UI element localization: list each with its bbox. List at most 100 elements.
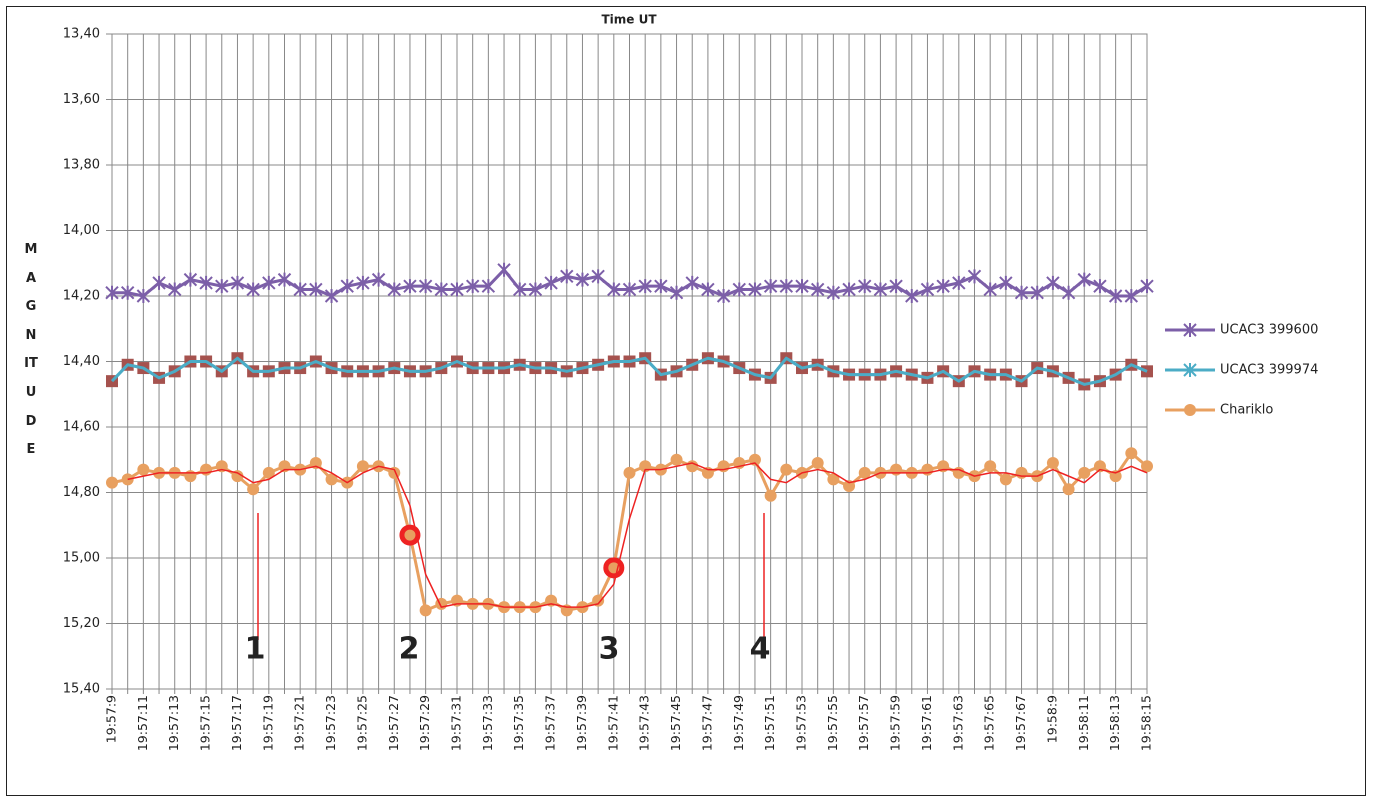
marker (748, 282, 762, 297)
marker (952, 275, 966, 290)
marker (513, 282, 527, 297)
legend-marker (1184, 404, 1196, 416)
x-tick-label: 19:57:31 (449, 695, 464, 751)
marker (481, 279, 496, 294)
marker (278, 460, 291, 473)
marker (403, 529, 416, 542)
marker (434, 282, 449, 297)
y-tick-label: 14,80 (63, 485, 100, 500)
marker (1109, 470, 1122, 483)
marker (293, 282, 307, 297)
legend-marker (1183, 323, 1197, 337)
x-tick-label: 19:57:63 (950, 695, 965, 751)
x-tick-label: 19:57:57 (856, 695, 871, 751)
marker (247, 483, 260, 496)
annotation: 2 (399, 632, 420, 667)
chart-frame (6, 6, 1366, 796)
marker (325, 473, 338, 486)
marker (1093, 460, 1106, 473)
y-tick-label: 14,40 (63, 354, 100, 369)
marker (873, 282, 888, 297)
marker (858, 466, 871, 479)
x-tick-label: 19:57:25 (354, 695, 369, 751)
marker (497, 262, 511, 277)
marker (795, 279, 809, 294)
series-line (110, 356, 1148, 386)
marker (843, 479, 856, 492)
series (127, 462, 1148, 608)
x-tick-label: 19:58:11 (1076, 695, 1091, 751)
marker (1141, 460, 1153, 473)
x-tick-label: 19:57:43 (637, 695, 652, 751)
marker (1030, 285, 1044, 300)
x-tick-label: 19:58:9 (1044, 695, 1059, 743)
marker (685, 275, 699, 290)
marker (1015, 466, 1028, 479)
marker (183, 272, 198, 287)
marker (575, 272, 590, 287)
marker (403, 279, 417, 294)
annotation: 3 (599, 632, 620, 667)
marker (716, 289, 731, 303)
marker (309, 282, 323, 297)
marker (1046, 275, 1060, 290)
trend-line (127, 462, 1148, 608)
marker (686, 460, 699, 473)
x-tick-label: 19:57:13 (166, 695, 181, 751)
x-tick-label: 19:57:51 (762, 695, 777, 751)
series (105, 262, 1154, 303)
marker (277, 272, 292, 287)
marker (890, 463, 903, 476)
x-tick-label: 19:57:53 (794, 695, 809, 751)
x-tick-label: 19:57:45 (668, 695, 683, 751)
marker (592, 594, 605, 607)
marker (811, 457, 824, 470)
marker (1093, 279, 1107, 294)
marker (419, 604, 432, 617)
legend-label: Chariklo (1220, 403, 1273, 418)
marker (748, 453, 761, 466)
marker (921, 463, 934, 476)
y-tick-label: 15,00 (63, 551, 100, 566)
marker (826, 285, 841, 300)
marker (262, 275, 276, 290)
x-tick-label: 19:57:61 (919, 695, 934, 751)
marker (1125, 447, 1138, 460)
marker (732, 282, 746, 297)
marker (230, 275, 245, 290)
marker (1046, 457, 1059, 470)
marker (623, 466, 636, 479)
x-tick-label: 19:57:19 (260, 695, 275, 751)
annotation: 4 (750, 632, 771, 667)
x-tick-label: 19:57:11 (135, 695, 150, 751)
marker (967, 269, 982, 284)
marker (465, 279, 480, 294)
x-tick-label: 19:57:65 (982, 695, 997, 751)
marker (371, 272, 386, 287)
y-tick-label: 14,60 (63, 420, 100, 435)
marker (560, 269, 574, 284)
legend-marker (1183, 363, 1197, 377)
marker (200, 463, 213, 476)
y-tick-label: 13,80 (63, 158, 100, 173)
marker (356, 275, 370, 290)
legend-label: UCAC3 399974 (1220, 363, 1318, 378)
marker (779, 279, 794, 294)
plot (105, 262, 1154, 617)
x-tick-label: 19:57:17 (229, 695, 244, 751)
marker (670, 453, 683, 466)
marker (842, 282, 856, 297)
marker (544, 275, 558, 290)
marker (764, 489, 777, 502)
marker (717, 460, 730, 473)
marker (669, 285, 684, 300)
marker (827, 473, 840, 486)
y-tick-label: 15,20 (63, 616, 100, 631)
marker (607, 282, 621, 297)
marker (387, 282, 401, 297)
marker (137, 463, 150, 476)
marker (810, 282, 825, 297)
annotation: 1 (245, 632, 266, 667)
y-axis-label: MAGNITUDE (24, 242, 38, 458)
